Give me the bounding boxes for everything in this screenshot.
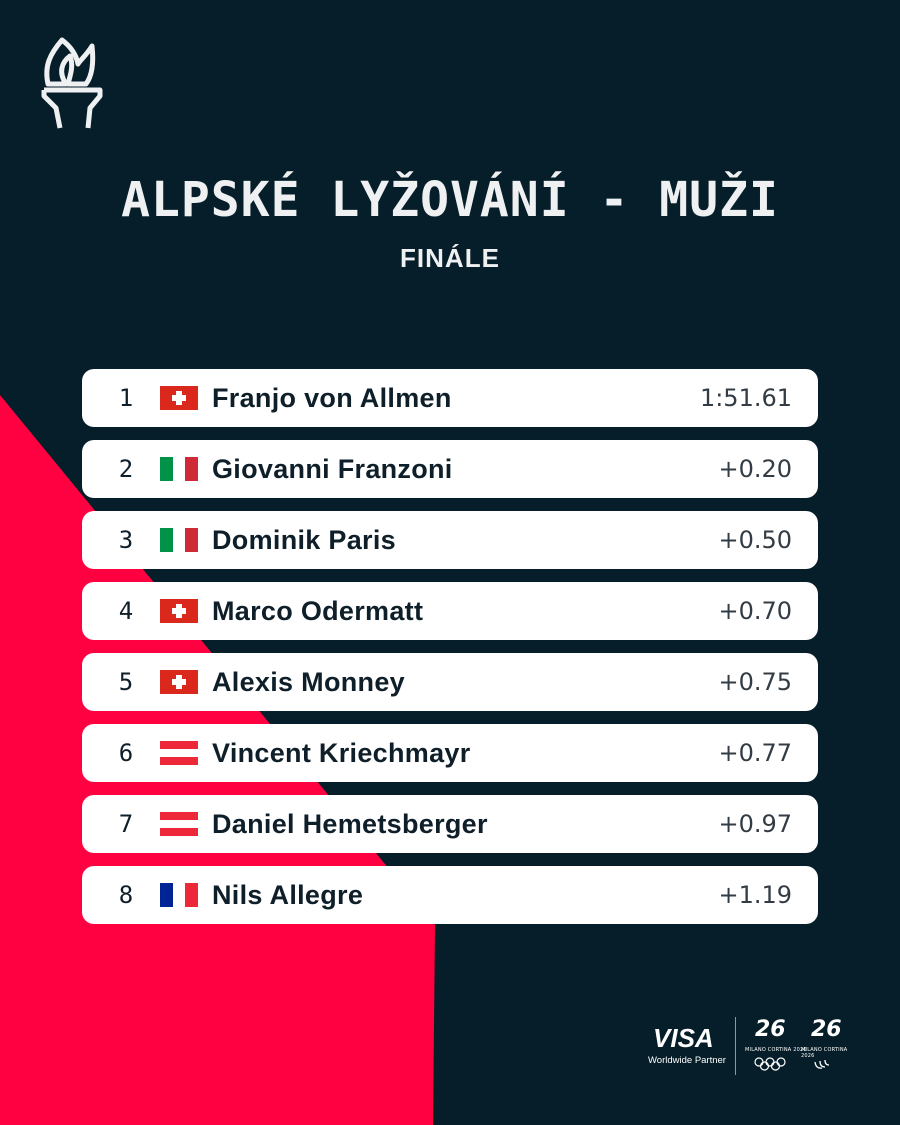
athlete-name: Giovanni Franzoni	[212, 453, 453, 484]
result-row: 8 Nils Allegre +1.19	[82, 866, 818, 924]
flag-sui-icon	[160, 599, 198, 623]
result-time: +0.50	[718, 526, 792, 554]
visa-logo: VISA	[653, 1023, 714, 1053]
result-row: 7 Daniel Hemetsberger +0.97	[82, 795, 818, 853]
result-time: +0.70	[718, 597, 792, 625]
rank: 3	[118, 526, 134, 554]
rank: 4	[118, 597, 134, 625]
result-row: 3 Dominik Paris +0.50	[82, 511, 818, 569]
page-title: ALPSKÉ LYŽOVÁNÍ - MUŽI	[121, 172, 779, 228]
rank: 7	[118, 810, 134, 838]
rank: 5	[118, 668, 134, 696]
result-row: 2 Giovanni Franzoni +0.20	[82, 440, 818, 498]
milano-cortina-olympic-logo: 26	[755, 1017, 786, 1042]
result-row: 1 Franjo von Allmen 1:51.61	[82, 369, 818, 427]
flag-ita-icon	[160, 528, 198, 552]
flag-fra-icon	[160, 883, 198, 907]
result-row: 5 Alexis Monney +0.75	[82, 653, 818, 711]
result-time: +0.97	[718, 810, 792, 838]
athlete-name: Dominik Paris	[212, 524, 396, 555]
athlete-name: Alexis Monney	[212, 666, 405, 697]
rank: 1	[118, 384, 134, 412]
sponsor-footer: VISA Worldwide Partner 26 MILANO CORTINA…	[645, 1015, 855, 1077]
results-list: 1 Franjo von Allmen 1:51.61 2 Giovanni Fr…	[82, 369, 818, 937]
sponsor-tagline: Worldwide Partner	[648, 1055, 726, 1066]
flag-sui-icon	[160, 386, 198, 410]
athlete-name: Marco Odermatt	[212, 595, 424, 626]
result-time: +0.75	[718, 668, 792, 696]
olympic-rings-icon	[754, 1057, 786, 1071]
result-time: +0.20	[718, 455, 792, 483]
rank: 8	[118, 881, 134, 909]
flag-aut-icon	[160, 812, 198, 836]
games-name: MILANO CORTINA 2026	[745, 1047, 807, 1053]
rank: 2	[118, 455, 134, 483]
athlete-name: Daniel Hemetsberger	[212, 808, 488, 839]
result-time: +0.77	[718, 739, 792, 767]
athlete-name: Franjo von Allmen	[212, 382, 452, 413]
paralympic-agitos-icon	[814, 1059, 830, 1069]
rank: 6	[118, 739, 134, 767]
olympic-torch-icon	[41, 37, 103, 129]
flag-ita-icon	[160, 457, 198, 481]
page-subtitle: FINÁLE	[400, 243, 500, 273]
milano-cortina-paralympic-logo: 26	[811, 1017, 842, 1042]
games-name-paralympic: MILANO CORTINA 2026	[801, 1047, 848, 1059]
result-time: 1:51.61	[699, 384, 792, 412]
divider	[735, 1017, 736, 1075]
flag-sui-icon	[160, 670, 198, 694]
athlete-name: Nils Allegre	[212, 879, 364, 910]
athlete-name: Vincent Kriechmayr	[212, 737, 471, 768]
flag-aut-icon	[160, 741, 198, 765]
result-row: 4 Marco Odermatt +0.70	[82, 582, 818, 640]
result-row: 6 Vincent Kriechmayr +0.77	[82, 724, 818, 782]
result-time: +1.19	[718, 881, 792, 909]
